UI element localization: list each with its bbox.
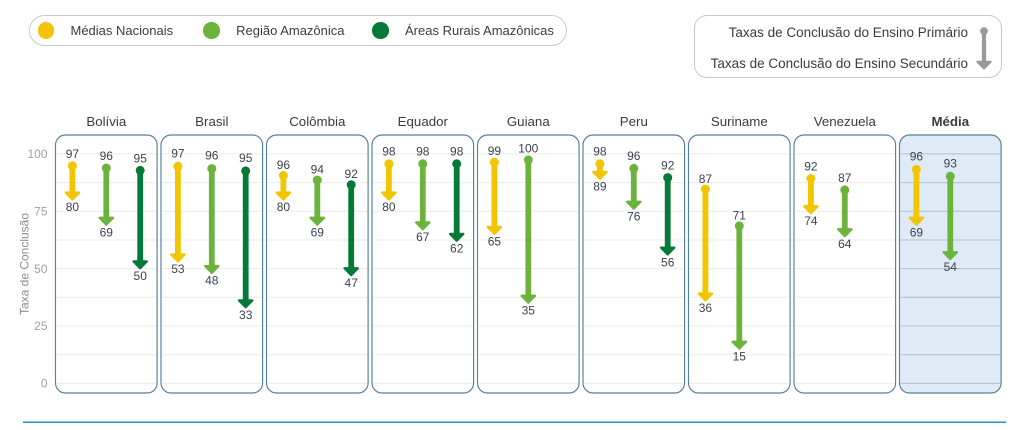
svg-text:69: 69 [100,225,114,239]
svg-text:94: 94 [311,162,325,176]
svg-text:96: 96 [910,150,924,164]
svg-text:80: 80 [66,200,80,214]
svg-text:96: 96 [277,158,291,172]
svg-text:Média: Média [931,114,969,129]
svg-text:56: 56 [661,255,675,269]
svg-text:25: 25 [34,319,48,333]
svg-text:Guiana: Guiana [507,114,550,129]
svg-text:Peru: Peru [620,114,648,129]
svg-text:92: 92 [804,160,818,174]
svg-text:97: 97 [66,147,80,161]
svg-text:89: 89 [593,180,607,194]
svg-text:96: 96 [627,149,641,163]
svg-text:80: 80 [382,200,396,214]
svg-text:Venezuela: Venezuela [814,114,877,129]
svg-text:15: 15 [733,349,747,363]
svg-text:64: 64 [838,237,852,251]
svg-text:69: 69 [910,225,924,239]
svg-text:87: 87 [699,172,713,186]
svg-text:98: 98 [382,144,396,158]
svg-text:Brasil: Brasil [195,114,228,129]
svg-text:50: 50 [134,269,148,283]
svg-text:97: 97 [171,146,185,160]
svg-text:0: 0 [41,377,48,391]
svg-text:Colômbia: Colômbia [289,114,346,129]
svg-text:95: 95 [239,151,253,165]
svg-text:69: 69 [311,225,325,239]
svg-text:92: 92 [345,167,359,181]
svg-text:99: 99 [488,144,502,158]
svg-text:50: 50 [34,262,48,276]
svg-text:98: 98 [450,144,464,158]
svg-text:47: 47 [345,276,359,290]
svg-text:100: 100 [518,142,538,156]
svg-text:76: 76 [627,209,641,223]
svg-text:100: 100 [27,147,47,161]
svg-text:71: 71 [733,209,747,223]
svg-text:80: 80 [277,200,291,214]
svg-text:33: 33 [239,308,253,322]
svg-text:74: 74 [804,214,818,228]
svg-text:75: 75 [34,205,48,219]
svg-text:53: 53 [171,262,185,276]
svg-text:98: 98 [416,144,430,158]
svg-text:62: 62 [450,242,464,256]
svg-text:54: 54 [944,260,958,274]
svg-text:92: 92 [661,158,675,172]
svg-text:Bolívia: Bolívia [86,114,127,129]
svg-text:36: 36 [699,301,713,315]
svg-text:Taxa de Conclusão: Taxa de Conclusão [18,213,32,315]
svg-text:87: 87 [838,171,852,185]
svg-text:95: 95 [134,151,148,165]
svg-text:65: 65 [488,235,502,249]
svg-text:98: 98 [593,145,607,159]
svg-text:Suriname: Suriname [711,114,768,129]
svg-text:96: 96 [100,149,114,163]
svg-text:96: 96 [205,149,219,163]
svg-text:48: 48 [205,274,219,288]
svg-text:35: 35 [522,304,536,318]
svg-text:Equador: Equador [398,114,449,129]
svg-text:67: 67 [416,230,430,244]
svg-text:93: 93 [944,157,958,171]
